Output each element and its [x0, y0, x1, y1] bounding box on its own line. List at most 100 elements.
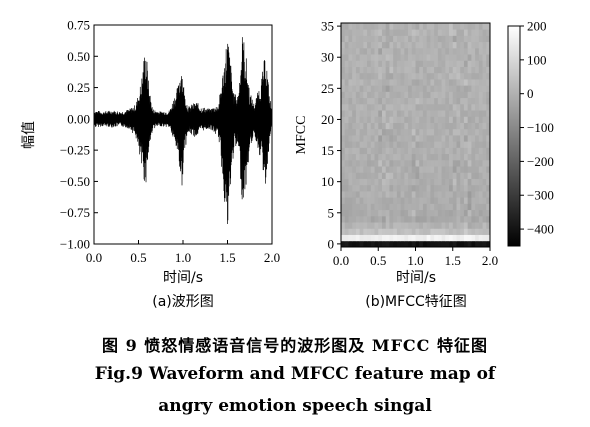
mfcc-cell — [381, 141, 387, 148]
mfcc-cell — [475, 85, 480, 92]
mfcc-cell — [463, 228, 469, 235]
mfcc-cell — [370, 240, 375, 247]
mfcc-cell — [419, 240, 424, 247]
mfcc-cell — [478, 215, 483, 223]
mfcc-cell — [419, 116, 424, 123]
mfcc-cell — [352, 116, 357, 123]
mfcc-cell — [478, 23, 483, 30]
mfcc-cell — [393, 110, 398, 117]
mfcc-cell — [452, 91, 457, 99]
mfcc-cell — [348, 85, 353, 92]
mfcc-cell — [393, 135, 398, 142]
mfcc-cell — [463, 172, 469, 179]
mfcc-cell — [341, 103, 346, 111]
mfcc-cell — [482, 178, 487, 186]
mfcc-cell — [430, 153, 435, 161]
mfcc-cell — [415, 66, 420, 74]
mfcc-cell — [389, 203, 394, 211]
mfcc-cell — [374, 228, 379, 235]
waveform-ytick-label: −0.75 — [60, 205, 90, 220]
mfcc-cell — [422, 240, 428, 247]
caption-chinese: 图 9 愤怒情感语音信号的波形图及 MFCC 特征图 — [102, 336, 488, 355]
mfcc-cell — [408, 72, 413, 80]
mfcc-cell — [467, 85, 472, 92]
mfcc-cell — [400, 47, 405, 55]
colorbar-tick-label: −100 — [527, 120, 554, 135]
mfcc-cell — [486, 47, 490, 55]
mfcc-cell — [363, 47, 368, 55]
mfcc-cell — [396, 97, 402, 105]
mfcc-cell — [411, 135, 416, 142]
mfcc-cell — [393, 116, 398, 123]
mfcc-cell — [463, 60, 469, 67]
mfcc-cell — [419, 166, 424, 173]
mfcc-cell — [452, 184, 457, 192]
mfcc-cell — [393, 103, 398, 111]
mfcc-cell — [370, 141, 375, 148]
mfcc-cell — [463, 47, 469, 55]
mfcc-cell — [467, 91, 472, 99]
colorbar — [507, 25, 521, 247]
mfcc-cell — [460, 135, 465, 142]
mfcc-cell — [389, 41, 394, 49]
mfcc-cell — [367, 222, 372, 229]
mfcc-cell — [475, 128, 480, 136]
mfcc-cell — [400, 60, 405, 67]
mfcc-cell — [441, 23, 446, 30]
mfcc-cell — [385, 234, 390, 242]
caption-english-line-1: Fig.9 Waveform and MFCC feature map of — [94, 364, 496, 384]
mfcc-cell — [389, 228, 394, 235]
mfcc-cell — [441, 47, 446, 55]
mfcc-cell — [393, 72, 398, 80]
mfcc-cell — [449, 178, 454, 186]
mfcc-cell — [430, 128, 435, 136]
mfcc-cell — [422, 166, 428, 173]
mfcc-cell — [344, 209, 349, 217]
mfcc-cell — [374, 72, 379, 80]
mfcc-cell — [460, 203, 465, 211]
mfcc-cell — [445, 41, 450, 49]
waveform-xtick-label: 0.0 — [86, 250, 102, 265]
mfcc-cell — [355, 203, 361, 211]
mfcc-cell — [344, 135, 349, 142]
mfcc-cell — [475, 54, 480, 61]
mfcc-cell — [437, 141, 442, 148]
mfcc-cell — [478, 72, 483, 80]
mfcc-cell — [478, 97, 483, 105]
mfcc-cell — [460, 110, 465, 117]
mfcc-cell — [415, 116, 420, 123]
mfcc-cell — [419, 91, 424, 99]
mfcc-cell — [486, 222, 490, 229]
mfcc-cell — [355, 85, 361, 92]
mfcc-cell — [437, 116, 442, 123]
mfcc-cell — [422, 72, 428, 80]
mfcc-cell — [355, 135, 361, 142]
mfcc-cell — [404, 110, 409, 117]
mfcc-cell — [471, 23, 476, 30]
mfcc-cell — [467, 191, 472, 198]
mfcc-cell — [352, 128, 357, 136]
mfcc-cell — [393, 141, 398, 148]
mfcc-cell — [449, 166, 454, 173]
mfcc-cell — [381, 66, 387, 74]
mfcc-cell — [381, 172, 387, 179]
mfcc-cell — [449, 23, 454, 30]
mfcc-cell — [422, 91, 428, 99]
mfcc-cell — [452, 141, 457, 148]
mfcc-cell — [482, 203, 487, 211]
mfcc-cell — [486, 54, 490, 61]
mfcc-cell — [389, 240, 394, 247]
mfcc-cell — [445, 215, 450, 223]
mfcc-cell — [456, 234, 461, 242]
mfcc-cell — [475, 103, 480, 111]
mfcc-cell — [408, 79, 413, 86]
mfcc-cell — [449, 103, 454, 111]
mfcc-cell — [415, 23, 420, 30]
mfcc-cell — [370, 197, 375, 204]
mfcc-cell — [478, 159, 483, 167]
mfcc-cell — [430, 41, 435, 49]
mfcc-cell — [441, 240, 446, 247]
mfcc-cell — [445, 141, 450, 148]
mfcc-cell — [359, 215, 364, 223]
mfcc-cell — [404, 72, 409, 80]
